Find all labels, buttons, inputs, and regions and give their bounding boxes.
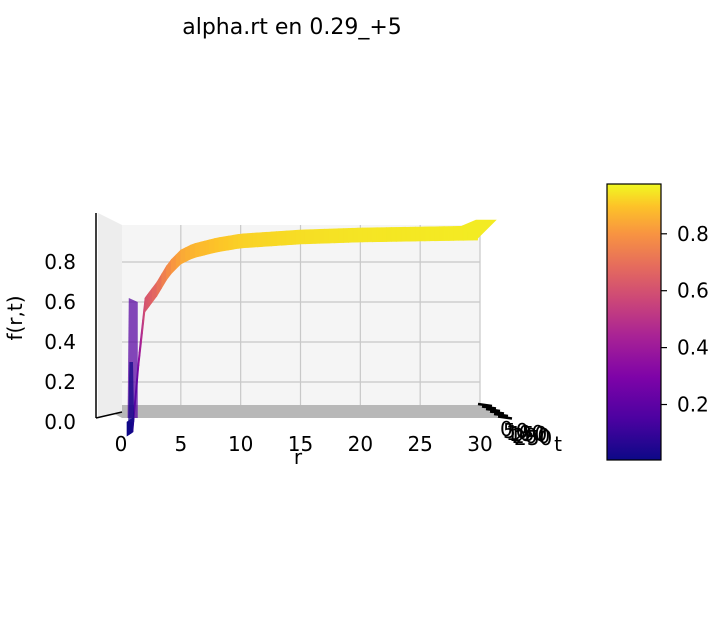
x-tick-label: 5 [174,432,187,456]
t-tick-label: 150 [509,422,547,446]
colorbar-tick-label: 0.8 [677,222,709,246]
z-tick-label: 0.4 [44,330,76,354]
x-tick-label: 10 [228,432,253,456]
x-tick-label: 30 [467,432,492,456]
floor-pane [98,405,500,418]
colorbar-tick-label: 0.6 [677,279,709,303]
x-tick-label: 0 [115,432,128,456]
t-axis-ticks [477,402,513,420]
z-tick-label: 0.2 [44,370,76,394]
t-tick-label: 0 [500,417,513,441]
x-tick-labels: 0 5 10 15 20 25 30 [115,432,493,456]
colorbar [606,183,662,461]
t-tick-label: 200 [512,424,550,448]
x-axis-label: r [294,445,303,469]
z-tick-label: 0.8 [44,250,76,274]
z-axis-label: f(r,t) [3,295,27,340]
left-pane [98,213,122,418]
z-tick-label: 0.0 [44,410,76,434]
t-tick-label: 250 [514,426,552,450]
surface-plot [126,219,497,437]
back-pane [98,225,480,405]
t-axis-label: t [554,432,562,456]
colorbar-ticks: 0.2 0.4 0.6 0.8 [661,222,709,417]
z-tick-labels: 0.0 0.2 0.4 0.6 0.8 [44,250,76,434]
z-tick-label: 0.6 [44,290,76,314]
chart-title: alpha.rt en 0.29_+5 [182,15,402,40]
t-tick-label: 100 [506,421,544,445]
x-axis-line [95,411,123,419]
colorbar-tick-label: 0.2 [677,393,709,417]
x-tick-label: 15 [288,432,313,456]
x-tick-label: 20 [348,432,373,456]
colorbar-tick-label: 0.4 [677,336,709,360]
t-tick-label: 50 [503,419,528,443]
x-tick-label: 25 [407,432,432,456]
